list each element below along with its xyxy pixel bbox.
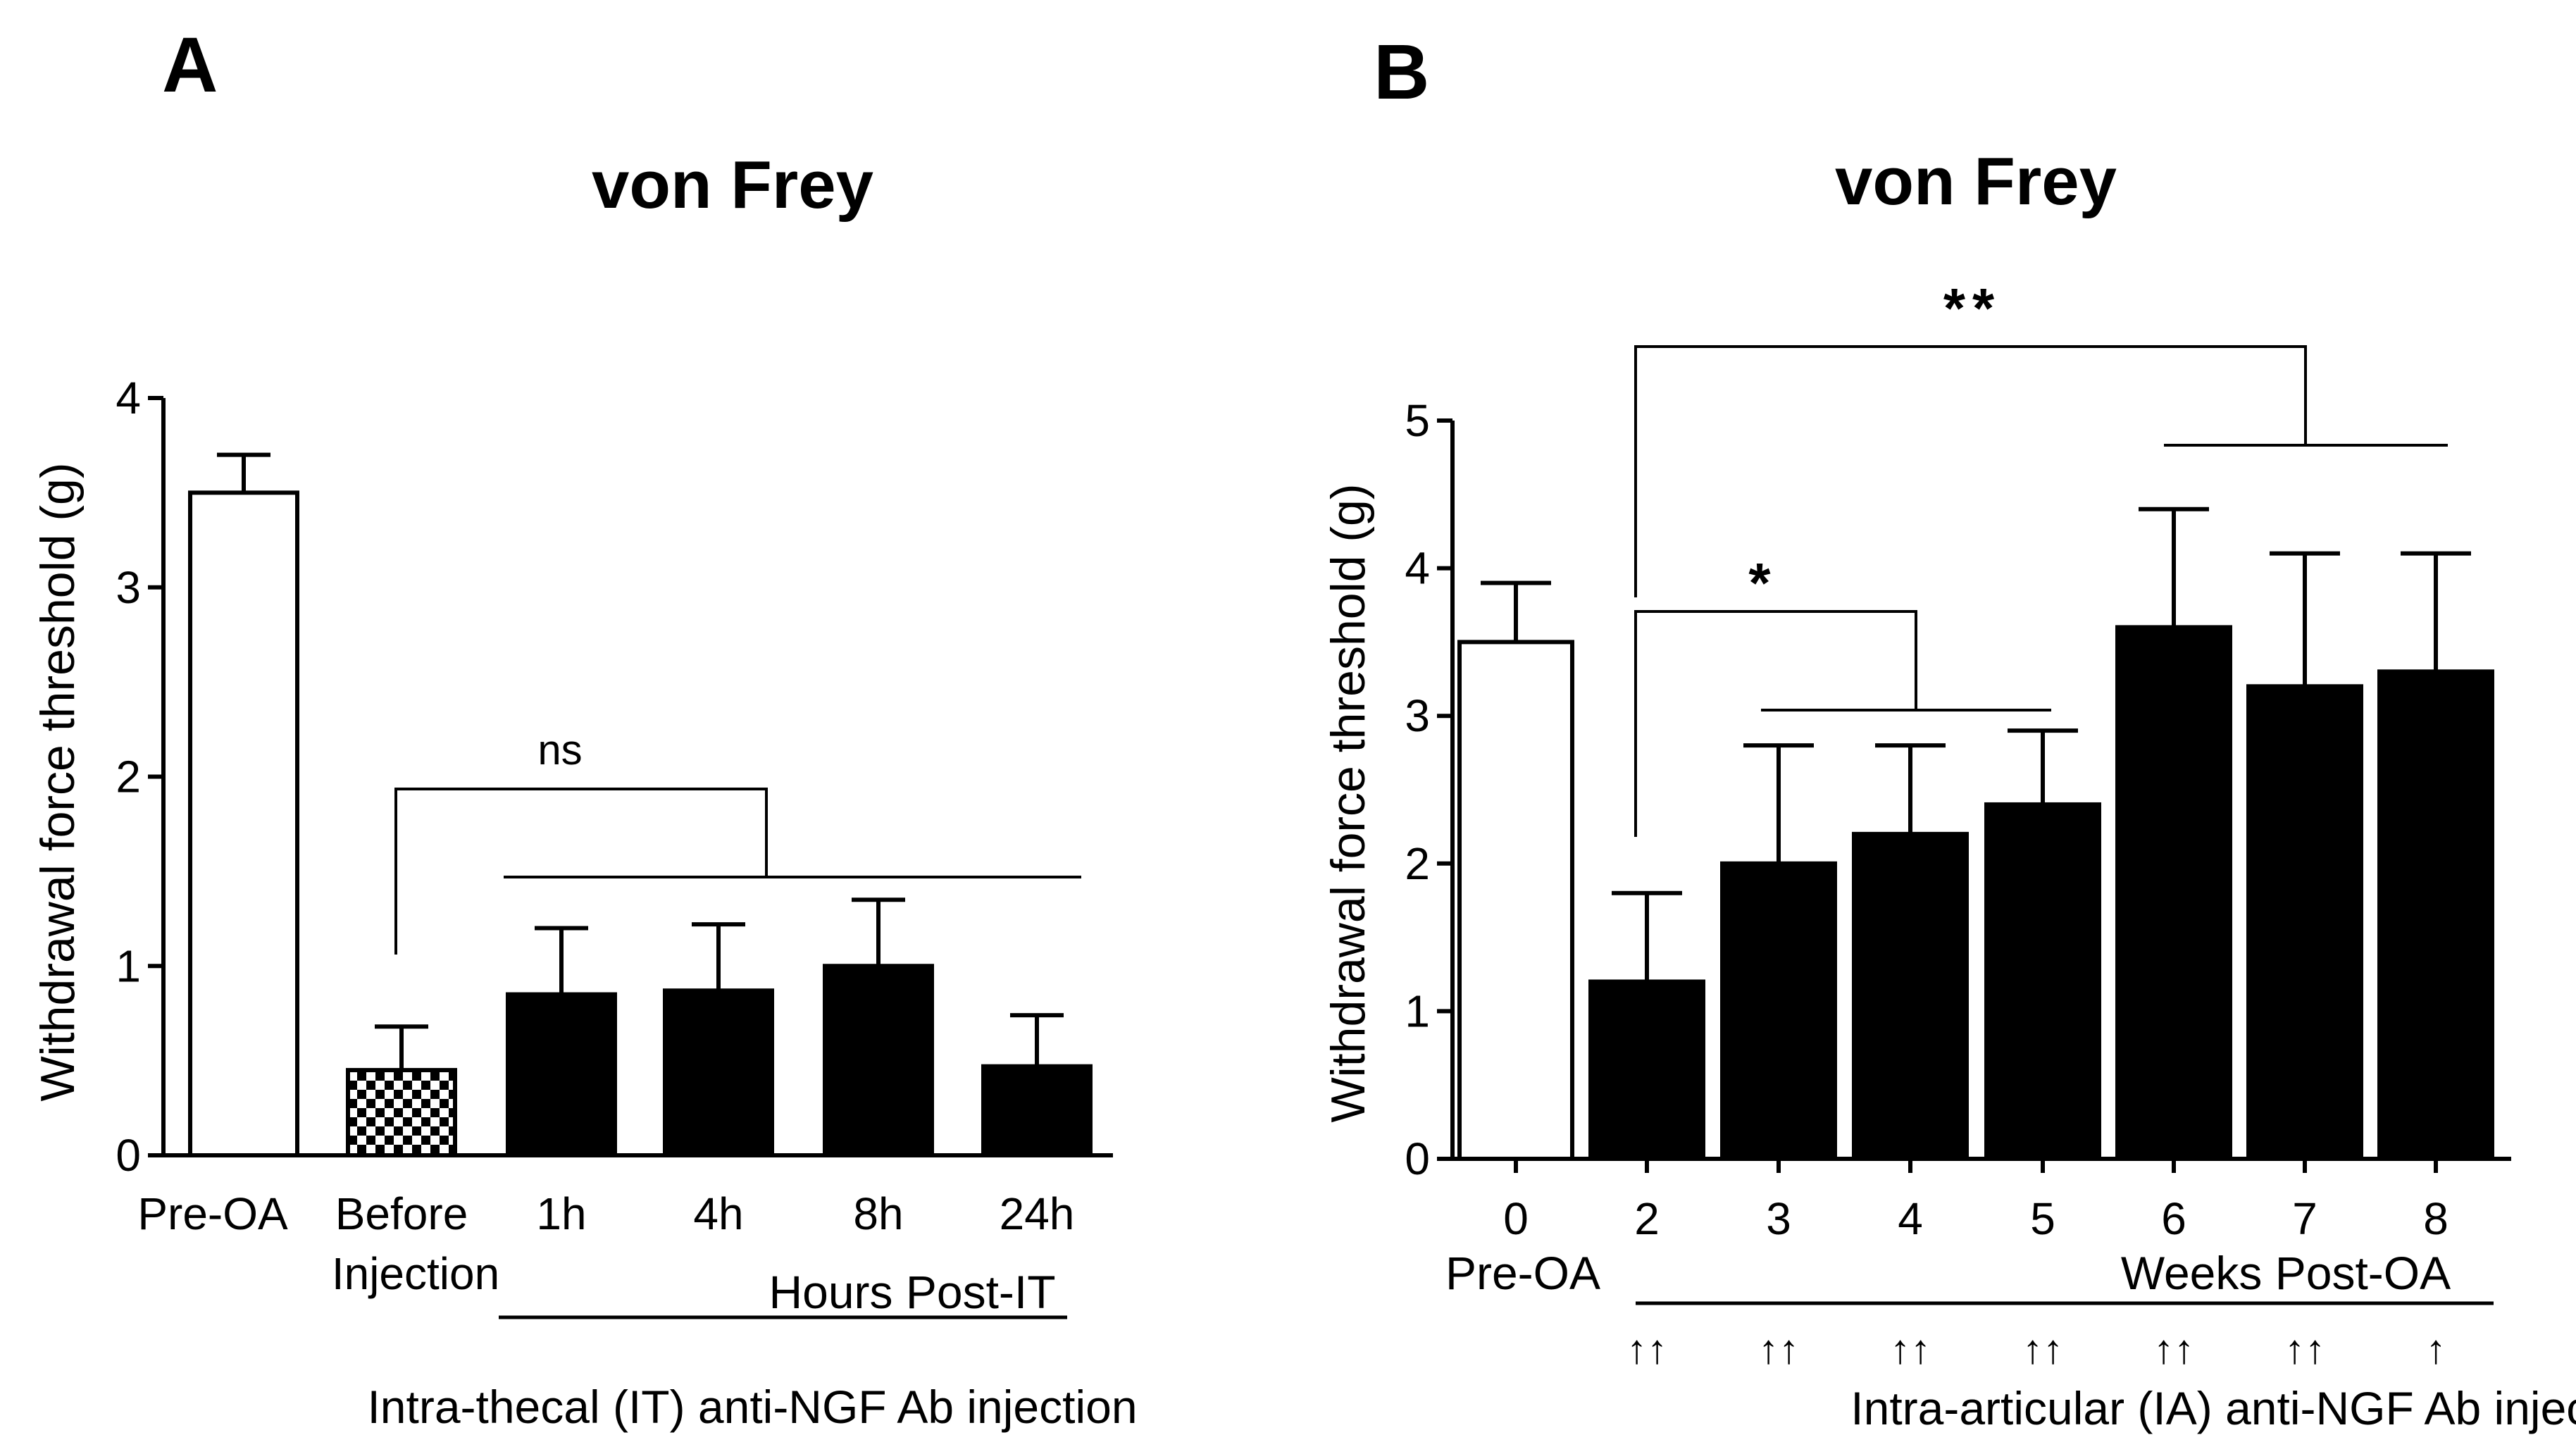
panel-b-injection-arrow-icon: ↑↑ <box>2022 1326 2063 1372</box>
panel-b-y-tick-label: 0 <box>1405 1133 1430 1184</box>
panel-b-injection-arrow-icon: ↑↑ <box>1626 1326 1667 1372</box>
panel-b-injection-arrow-icon: ↑↑ <box>1758 1326 1799 1372</box>
panel-a-axes: 0 1 2 3 4 <box>116 373 1113 1181</box>
panel-a-category-labels: Pre-OA Before Injection 1h 4h 8h 24h <box>137 1188 1074 1299</box>
panel-b-category-label: 3 <box>1766 1193 1791 1244</box>
panel-b-bar <box>1720 861 1837 1162</box>
panel-b-injection-arrow-icon: ↑ <box>2426 1326 2446 1372</box>
panel-b-bar <box>1984 802 2101 1161</box>
panel-a-y-tick-label: 2 <box>116 752 141 802</box>
panel-b-category-label: 6 <box>2161 1193 2186 1244</box>
panel-a-bars <box>188 452 1093 1157</box>
panel-a-bar <box>346 1068 457 1157</box>
panel-a-y-tick-label: 0 <box>116 1130 141 1181</box>
panel-b-bar <box>2115 625 2232 1161</box>
panel-b-injection-arrow-icon: ↑↑ <box>1890 1326 1931 1372</box>
panel-a-bar <box>663 988 774 1157</box>
panel-b-bar <box>1852 831 1969 1161</box>
panel-a-y-tick-label: 3 <box>116 562 141 613</box>
panel-b-baseline-label: Pre-OA <box>1445 1247 1600 1299</box>
panel-b-treatment-label: Intra-articular (IA) anti-NGF Ab injecti… <box>1850 1382 2576 1434</box>
panel-a: A von Frey Withdrawal force threshold (g… <box>31 22 1138 1433</box>
panel-b-category-label: 0 <box>1503 1193 1529 1244</box>
panel-b-category-label: 8 <box>2423 1193 2449 1244</box>
panel-b-sig-double-star: ** <box>1943 277 2001 340</box>
panel-a-category-label: Before <box>335 1188 468 1239</box>
panel-a-y-tick-label: 4 <box>116 373 141 423</box>
panel-a-bar <box>981 1064 1093 1157</box>
panel-b-category-label: 2 <box>1634 1193 1660 1244</box>
panel-b-bar <box>2377 669 2494 1161</box>
panel-b-title: von Frey <box>1835 144 2117 219</box>
panel-b-category-label: 7 <box>2292 1193 2317 1244</box>
panel-b-category-label: 5 <box>2030 1193 2055 1244</box>
panel-a-sig-ns: ns <box>537 726 582 773</box>
panel-a-group-label: Hours Post-IT <box>769 1266 1055 1318</box>
panel-b-bar <box>2246 684 2363 1161</box>
panel-a-bar <box>188 490 299 1157</box>
panel-a-category-label: 1h <box>536 1188 586 1239</box>
panel-a-category-label: Pre-OA <box>137 1188 288 1239</box>
panel-b-bar <box>1588 979 1705 1161</box>
panel-b-bar <box>1457 640 1574 1161</box>
panel-b-injection-arrow-icon: ↑↑ <box>2284 1326 2325 1372</box>
panel-b-injection-arrows: ↑↑ ↑↑ ↑↑ ↑↑ ↑↑ ↑↑ ↑ <box>1626 1326 2446 1372</box>
panel-b-bars <box>1457 507 2494 1173</box>
panel-b-sig-bracket-double <box>1634 345 2307 597</box>
panel-b-sig-single-star: * <box>1748 552 1777 614</box>
panel-a-title: von Frey <box>592 147 873 223</box>
panel-a-bar <box>823 964 934 1157</box>
panel-b-y-tick-label: 5 <box>1405 395 1430 446</box>
panel-b-category-labels: 0 2 3 4 5 6 7 8 <box>1503 1193 2449 1244</box>
panel-b-category-label: 4 <box>1898 1193 1923 1244</box>
panel-a-bar <box>506 992 617 1157</box>
panel-a-category-label: 4h <box>693 1188 743 1239</box>
panel-b-y-tick-label: 2 <box>1405 838 1430 889</box>
panel-a-category-label: Injection <box>332 1248 499 1299</box>
panel-a-letter: A <box>162 22 218 108</box>
panel-a-treatment-label: Intra-thecal (IT) anti-NGF Ab injection <box>367 1381 1137 1433</box>
panel-b-group-label: Weeks Post-OA <box>2121 1247 2451 1299</box>
panel-b: B von Frey Withdrawal force threshold (g… <box>1321 29 2576 1434</box>
panel-b-y-tick-label: 3 <box>1405 690 1430 741</box>
panel-b-annotations: ** * Pre-OA Weeks Post-OA ↑↑ ↑↑ ↑↑ ↑↑ ↑↑ ↑↑ ↑ … <box>1445 277 2576 1434</box>
panel-a-annotations: ns Hours Post-IT Intra-thecal (IT) anti-… <box>367 726 1137 1433</box>
panel-b-injection-arrow-icon: ↑↑ <box>2153 1326 2194 1372</box>
panel-a-category-label: 8h <box>853 1188 903 1239</box>
panel-a-category-label: 24h <box>1000 1188 1075 1239</box>
panel-b-y-tick-label: 4 <box>1405 543 1430 594</box>
panel-a-y-axis-label: Withdrawal force threshold (g) <box>31 462 85 1101</box>
panel-b-sig-bracket-single <box>1634 610 1917 837</box>
panel-b-y-tick-label: 1 <box>1405 986 1430 1036</box>
panel-a-y-tick-label: 1 <box>116 940 141 991</box>
panel-b-y-axis-label: Withdrawal force threshold (g) <box>1321 483 1375 1122</box>
panel-b-letter: B <box>1374 29 1429 116</box>
panel-a-sig-bracket <box>394 788 768 955</box>
